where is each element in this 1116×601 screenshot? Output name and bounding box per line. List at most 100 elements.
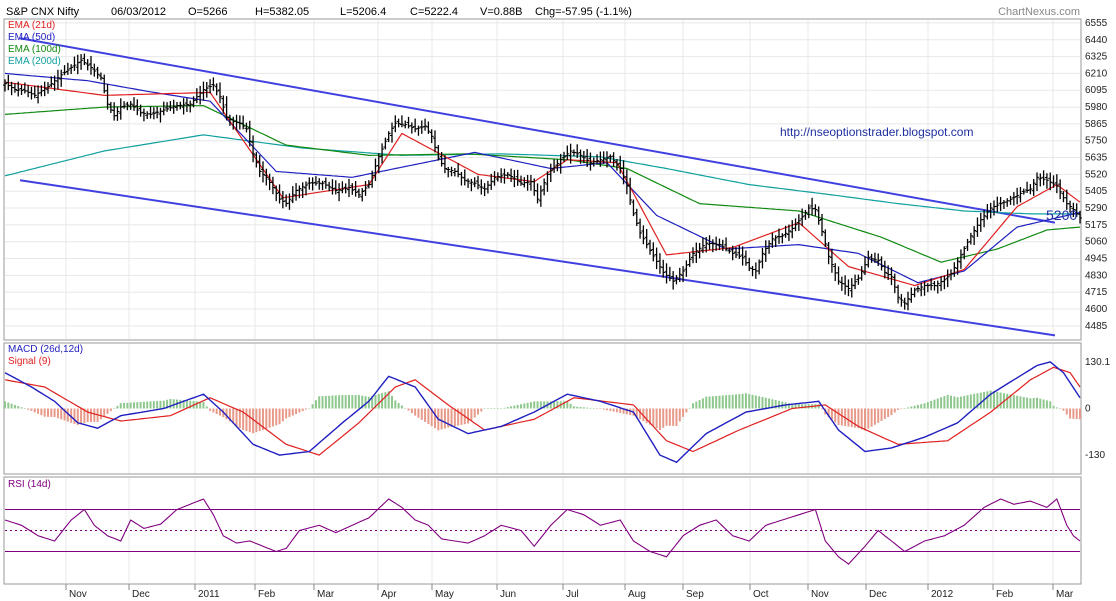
macd-histogram-bar	[305, 408, 307, 410]
macd-histogram-bar	[612, 408, 615, 412]
macd-histogram-bar	[791, 404, 794, 409]
macd-histogram-bar	[139, 401, 142, 409]
macd-histogram-bar	[351, 395, 354, 409]
macd-histogram-bar	[268, 408, 271, 428]
macd-histogram-bar	[37, 408, 40, 414]
macd-histogram-bar	[149, 401, 152, 409]
macd-histogram-bar	[516, 404, 519, 409]
macd-histogram-bar	[400, 405, 403, 409]
macd-histogram-bar	[447, 408, 450, 428]
macd-histogram-bar	[973, 393, 976, 409]
macd-histogram-bar	[764, 397, 767, 409]
macd-histogram-bar	[215, 408, 218, 414]
macd-histogram-bar	[897, 408, 900, 410]
macd-histogram-bar	[867, 408, 870, 429]
macd-histogram-bar	[496, 408, 499, 409]
x-tick-label: Jun	[500, 589, 516, 600]
macd-histogram-bar	[923, 403, 926, 409]
macd-histogram-bar	[513, 405, 516, 409]
x-tick-label: May	[435, 589, 454, 600]
ema-21d-line	[4, 81, 1081, 287]
macd-histogram-bar	[1009, 394, 1012, 409]
macd-histogram-bar	[629, 408, 632, 415]
macd-histogram-bar	[407, 408, 410, 411]
macd-histogram-bar	[804, 404, 807, 409]
macd-histogram-bar	[169, 398, 172, 409]
macd-histogram-bar	[338, 395, 341, 409]
price-y-tick-label: 6440	[1085, 35, 1108, 46]
header-low: L=5206.4	[340, 6, 386, 18]
macd-histogram-bar	[903, 408, 906, 409]
macd-histogram-bar	[86, 408, 89, 422]
macd-histogram-bar	[996, 391, 999, 409]
macd-histogram-bar	[741, 393, 744, 409]
macd-histogram-bar	[66, 408, 69, 422]
macd-histogram-bar	[1019, 396, 1022, 409]
macd-histogram-bar	[414, 408, 417, 416]
macd-histogram-bar	[371, 395, 374, 409]
macd-histogram-bar	[103, 408, 106, 417]
macd-histogram-bar	[989, 390, 992, 409]
header-symbol: S&P CNX Nifty	[6, 6, 80, 18]
brand-label: ChartNexus.com	[998, 6, 1080, 18]
macd-line	[4, 361, 1081, 464]
macd-histogram-bar	[956, 397, 959, 409]
header-change: Chg=-57.95 (-1.1%)	[535, 6, 632, 18]
macd-histogram-bar	[136, 402, 139, 409]
price-y-tick-label: 4715	[1085, 287, 1108, 298]
macd-histogram-bar	[73, 408, 76, 424]
macd-histogram-bar	[774, 399, 777, 409]
macd-histogram-bar	[314, 400, 317, 409]
macd-histogram-bar	[672, 408, 675, 426]
macd-histogram-bar	[63, 408, 66, 421]
macd-histogram-bar	[1032, 398, 1035, 409]
macd-histogram-bar	[893, 408, 896, 413]
macd-histogram-bar	[645, 408, 648, 423]
macd-histogram-bar	[748, 394, 751, 409]
macd-histogram-bar	[265, 408, 268, 429]
macd-histogram-bar	[539, 401, 542, 409]
macd-histogram-bar	[877, 408, 880, 423]
macd-histogram-bar	[20, 407, 23, 409]
macd-histogram-bar	[761, 397, 764, 409]
macd-histogram-bar	[278, 408, 281, 425]
macd-histogram-bar	[1049, 401, 1052, 409]
macd-histogram-bar	[17, 406, 20, 409]
price-y-tick-label: 5405	[1085, 186, 1108, 197]
macd-layer	[4, 361, 1081, 464]
level-5200-label: 5200	[1046, 207, 1077, 223]
macd-histogram-bar	[582, 407, 585, 409]
legend-entry: MACD (26d,12d)	[8, 344, 83, 355]
macd-histogram-bar	[318, 396, 321, 409]
header-volume: V=0.88B	[480, 6, 523, 18]
macd-histogram-bar	[920, 404, 923, 409]
macd-histogram-bar	[159, 400, 162, 409]
macd-y-tick-label: -130	[1085, 450, 1105, 461]
macd-histogram-bar	[298, 408, 301, 413]
macd-histogram-bar	[23, 408, 26, 409]
macd-histogram-bar	[83, 408, 86, 423]
macd-histogram-bar	[202, 401, 205, 409]
macd-histogram-bar	[420, 408, 423, 420]
macd-histogram-bar	[248, 408, 251, 433]
macd-histogram-bar	[30, 408, 33, 411]
macd-histogram-bar	[563, 401, 565, 409]
macd-histogram-bar	[387, 391, 390, 409]
macd-histogram-bar	[53, 408, 56, 418]
macd-histogram-bar	[410, 408, 413, 414]
macd-histogram-bar	[493, 408, 496, 409]
macd-histogram-bar	[619, 408, 622, 413]
macd-histogram-bar	[506, 407, 509, 409]
macd-histogram-bar	[391, 395, 393, 409]
ema-50d-line	[4, 72, 1081, 284]
macd-histogram-bar	[404, 408, 407, 409]
macd-histogram-bar	[1029, 398, 1032, 409]
macd-histogram-bar	[900, 408, 903, 410]
rsi-layer	[4, 498, 1081, 565]
macd-histogram-bar	[212, 408, 215, 413]
x-tick-label: Sep	[686, 589, 704, 600]
macd-histogram-bar	[242, 408, 245, 430]
macd-histogram-bar	[725, 395, 728, 409]
macd-histogram-bar	[70, 408, 73, 423]
macd-histogram-bar	[735, 394, 737, 409]
